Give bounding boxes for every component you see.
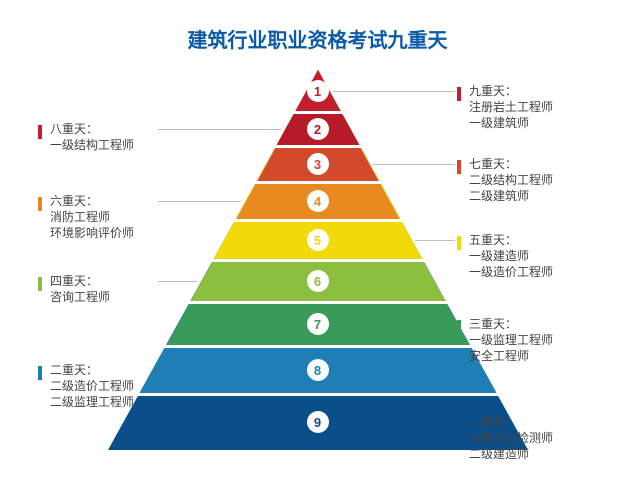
pyramid-gap-5: [232, 219, 404, 222]
leader-line: [158, 129, 281, 130]
pyramid-badge-1: 1: [307, 80, 329, 102]
leader-line: [373, 164, 455, 165]
pyramid-gap-8: [162, 345, 473, 348]
callout-line: 二级监理工程师: [50, 394, 188, 410]
callout-tick: [38, 366, 42, 380]
callout-line: 一级监理工程师: [469, 332, 607, 348]
callout-head: 一重天：: [469, 414, 607, 430]
callout-tick: [457, 160, 461, 174]
callout-text: 一重天：公路水运检测师二级建造师: [469, 414, 607, 462]
callout-tick: [457, 236, 461, 250]
page-title: 建筑行业职业资格考试九重天: [0, 0, 635, 53]
pyramid-gap-6: [210, 259, 426, 262]
pyramid-badge-8: 8: [307, 359, 329, 381]
callout-text: 三重天：一级监理工程师安全工程师: [469, 316, 607, 364]
callout-head: 三重天：: [469, 316, 607, 332]
callout-head: 七重天：: [469, 156, 607, 172]
callout-line: 一级建造师: [469, 248, 607, 264]
callout-text: 七重天：二级结构工程师二级建筑师: [469, 156, 607, 204]
callout-right-3: 七重天：二级结构工程师二级建筑师: [457, 156, 607, 204]
callout-text: 二重天：二级造价工程师二级监理工程师: [50, 362, 188, 410]
pyramid-gap-3: [273, 145, 363, 148]
callout-line: 安全工程师: [469, 348, 607, 364]
callout-line: 环境影响评价师: [50, 225, 188, 241]
callout-line: 一级结构工程师: [50, 137, 188, 153]
callout-tick: [38, 277, 42, 291]
callout-text: 九重天：注册岩土工程师一级建筑师: [469, 83, 607, 131]
leader-line: [158, 201, 241, 202]
pyramid-gap-4: [253, 181, 383, 184]
callout-line: 一级造价工程师: [469, 264, 607, 280]
callout-left-2: 八重天：一级结构工程师: [38, 121, 188, 153]
pyramid-badge-7: 7: [307, 313, 329, 335]
callout-right-9: 一重天：公路水运检测师二级建造师: [457, 414, 607, 462]
callout-line: 二级结构工程师: [469, 172, 607, 188]
callout-line: 一级建筑师: [469, 115, 607, 131]
leader-line: [158, 281, 197, 282]
callout-left-8: 二重天：二级造价工程师二级监理工程师: [38, 362, 188, 410]
callout-line: 二级建造师: [469, 446, 607, 462]
pyramid-badge-2: 2: [307, 118, 329, 140]
callout-left-6: 四重天：咨询工程师: [38, 273, 188, 305]
callout-line: 消防工程师: [50, 209, 188, 225]
callout-right-1: 九重天：注册岩土工程师一级建筑师: [457, 83, 607, 131]
callout-line: 咨询工程师: [50, 289, 188, 305]
pyramid-badge-6: 6: [307, 270, 329, 292]
callout-tick: [38, 197, 42, 211]
pyramid-badge-4: 4: [307, 190, 329, 212]
callout-text: 八重天：一级结构工程师: [50, 121, 188, 153]
callout-head: 五重天：: [469, 232, 607, 248]
pyramid-gap-7: [186, 301, 448, 304]
callout-right-5: 五重天：一级建造师一级造价工程师: [457, 232, 607, 280]
leader-line: [333, 91, 455, 92]
callout-tick: [38, 125, 42, 139]
pyramid-gap-2: [291, 111, 343, 114]
callout-line: 二级造价工程师: [50, 378, 188, 394]
callout-right-7: 三重天：一级监理工程师安全工程师: [457, 316, 607, 364]
callout-tick: [457, 320, 461, 334]
callout-line: 注册岩土工程师: [469, 99, 607, 115]
pyramid-badge-3: 3: [307, 153, 329, 175]
callout-head: 九重天：: [469, 83, 607, 99]
pyramid-stage: 123456789 八重天：一级结构工程师六重天：消防工程师环境影响评价师四重天…: [0, 70, 635, 490]
callout-text: 五重天：一级建造师一级造价工程师: [469, 232, 607, 280]
pyramid-gap-9: [135, 393, 499, 396]
pyramid-badge-5: 5: [307, 229, 329, 251]
callout-tick: [457, 87, 461, 101]
leader-line: [415, 240, 455, 241]
callout-head: 二重天：: [50, 362, 188, 378]
callout-tick: [457, 418, 461, 432]
callout-line: 公路水运检测师: [469, 430, 607, 446]
callout-text: 四重天：咨询工程师: [50, 273, 188, 305]
callout-line: 二级建筑师: [469, 188, 607, 204]
pyramid-badge-9: 9: [307, 411, 329, 433]
